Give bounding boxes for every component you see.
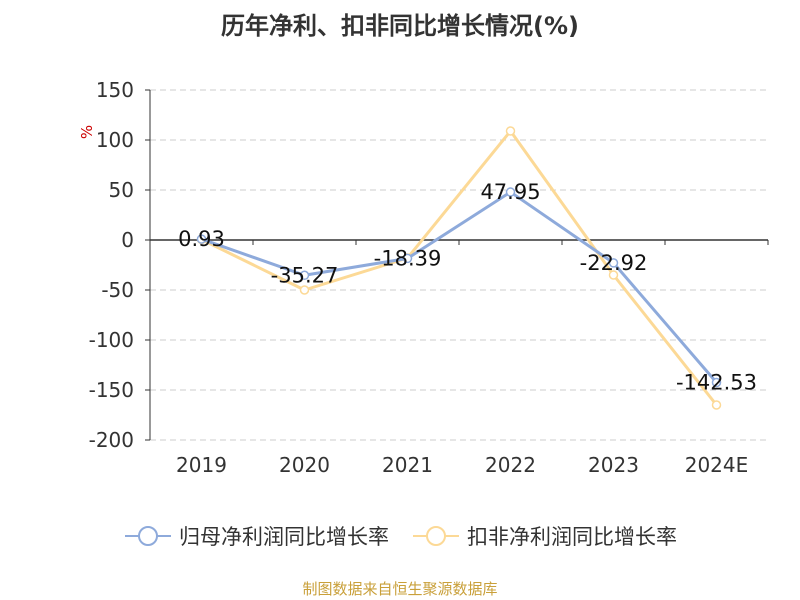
data-source-note: 制图数据来自恒生聚源数据库 (302, 580, 498, 598)
legend-item-series-2[interactable]: 扣非净利润同比增长率 (411, 521, 677, 551)
legend: 归母净利润同比增长率 扣非净利润同比增长率 (0, 518, 800, 554)
x-tick-label: 2023 (588, 453, 639, 477)
x-tick-label: 2024E (685, 453, 749, 477)
y-tick-label: -150 (89, 378, 134, 402)
data-point-series-1 (299, 270, 310, 281)
data-label: -142.53 (676, 371, 757, 395)
y-tick-label: 50 (109, 178, 134, 202)
legend-label-series-1: 归母净利润同比增长率 (179, 525, 389, 549)
data-point-series-2 (711, 400, 722, 410)
data-label: -18.39 (374, 246, 442, 270)
legend-marker-series-2 (413, 526, 459, 546)
data-point-series-1 (402, 253, 413, 264)
line-chart: 150 100 50 0 -50 -100 -150 -200% 2019 2020 2021 202… (78, 78, 769, 477)
chart-title: 历年净利、扣非同比增长情况(%) (221, 12, 579, 40)
data-label: -22.92 (580, 251, 648, 275)
data-point-series-1 (711, 377, 722, 388)
y-tick-label: -50 (101, 278, 134, 302)
y-tick-label: -100 (89, 328, 134, 352)
legend-item-series-1[interactable]: 归母净利润同比增长率 (123, 521, 389, 551)
legend-label-series-2: 扣非净利润同比增长率 (467, 525, 677, 549)
y-axis-unit-label: % (78, 125, 96, 139)
legend-marker-series-1 (125, 526, 171, 546)
x-tick-label: 2021 (382, 453, 433, 477)
data-point-series-1 (196, 234, 207, 244)
series-line-2 (200, 129, 718, 406)
data-label: 0.93 (178, 227, 225, 251)
data-point-series-1 (505, 187, 516, 197)
data-point-series-1 (608, 258, 619, 268)
data-point-series-2 (299, 285, 310, 295)
y-tick-label: 0 (121, 228, 134, 252)
x-tick-label: 2022 (485, 453, 536, 477)
data-point-series-2 (505, 126, 516, 136)
data-label: -35.27 (271, 263, 339, 287)
y-tick-label: -200 (89, 428, 134, 452)
x-tick-label: 2020 (279, 453, 330, 477)
data-label: 47.95 (480, 180, 540, 204)
y-tick-label: 150 (96, 78, 134, 102)
y-tick-label: 100 (96, 128, 134, 152)
x-tick-label: 2019 (176, 453, 227, 477)
data-point-series-2 (608, 270, 619, 280)
series-line-1 (201, 190, 718, 384)
